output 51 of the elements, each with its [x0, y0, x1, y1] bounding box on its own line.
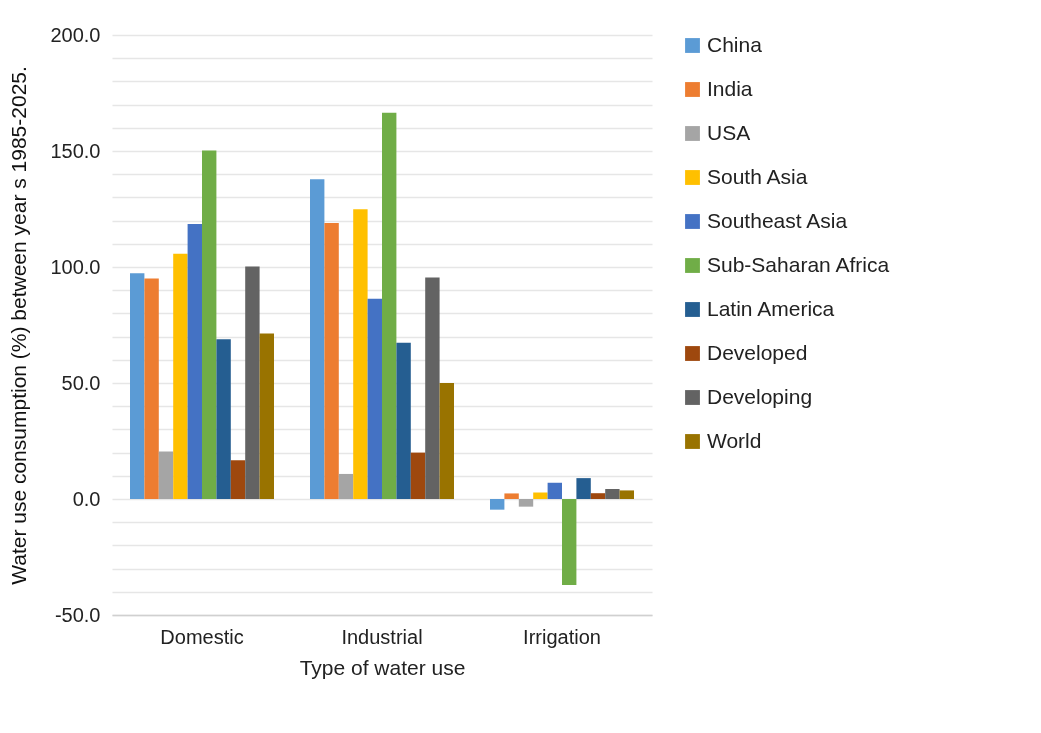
- y-tick-label: 150.0: [50, 139, 101, 162]
- bar: [439, 383, 454, 499]
- bar: [187, 224, 202, 499]
- y-tick-label: -50.0: [54, 603, 101, 626]
- bar: [245, 266, 260, 499]
- legend-label: India: [707, 76, 753, 100]
- x-tick-label: Industrial: [341, 625, 423, 648]
- legend-label: World: [707, 428, 762, 452]
- x-axis-title: Type of water use: [299, 655, 466, 679]
- legend-label: South Asia: [707, 164, 808, 188]
- bar: [324, 222, 339, 499]
- x-tick-label: Domestic: [160, 625, 244, 648]
- bar: [619, 490, 634, 499]
- bar: [396, 342, 411, 499]
- bar: [382, 112, 397, 499]
- legend-label: Developed: [707, 340, 808, 364]
- bar: [533, 492, 548, 499]
- y-tick-label: 200.0: [50, 23, 101, 46]
- y-tick-label: 50.0: [61, 371, 101, 394]
- y-tick-label: 100.0: [50, 255, 101, 278]
- bar: [518, 499, 534, 507]
- bar: [130, 273, 145, 499]
- y-tick-label: 0.0: [72, 487, 101, 510]
- bar: [353, 209, 368, 499]
- bar: [216, 339, 231, 499]
- legend-label: China: [707, 32, 763, 56]
- bar: [547, 482, 562, 499]
- legend-label: Sub-Saharan Africa: [707, 252, 890, 276]
- bar: [410, 452, 426, 499]
- bar: [490, 499, 505, 510]
- bar: [504, 493, 519, 499]
- bar: [310, 179, 325, 499]
- legend-label: Southeast Asia: [707, 208, 848, 232]
- bar: [338, 473, 354, 499]
- bar: [576, 478, 591, 499]
- bar: [425, 277, 440, 499]
- bar: [605, 489, 620, 499]
- bar: [202, 150, 217, 499]
- bar: [259, 333, 274, 499]
- y-axis-title: Water use consumption (%) between year s 1985-2025.: [7, 66, 31, 585]
- legend-label: Developing: [707, 384, 813, 408]
- bar: [367, 298, 382, 499]
- legend-label: USA: [707, 120, 751, 144]
- bar: [144, 278, 159, 499]
- bar: [173, 253, 188, 499]
- x-tick-label: Irrigation: [523, 625, 601, 648]
- bar: [230, 460, 246, 499]
- legend-label: Latin America: [707, 296, 835, 320]
- bar: [562, 499, 577, 586]
- bar: [590, 493, 606, 499]
- bar: [158, 451, 174, 499]
